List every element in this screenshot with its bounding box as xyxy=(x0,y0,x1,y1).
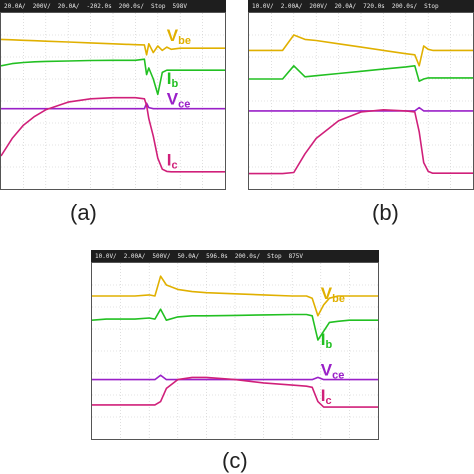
header-item: 20.0A/ xyxy=(334,2,357,10)
trace-label-ib: Ib xyxy=(321,330,333,351)
scope-panel-b: 10.0V/ 2.00A/ 200V/ 20.0A/ 720.0s 200.0s… xyxy=(248,0,474,190)
series-line-ic xyxy=(92,376,378,408)
panel-label-c: (c) xyxy=(222,448,248,473)
panel-label-a: (a) xyxy=(70,200,97,225)
trace-label-ic: Ic xyxy=(167,150,178,171)
scope-panel-a: 20.0A/ 200V/ 20.0A/ -202.0s 200.0s/ Stop… xyxy=(0,0,226,190)
header-item: Stop xyxy=(424,2,439,10)
header-item: 200V/ xyxy=(309,2,328,10)
scope-header-a: 20.0A/ 200V/ 20.0A/ -202.0s 200.0s/ Stop… xyxy=(0,0,226,12)
scope-plot-c: Vbe Ib Vce Ic xyxy=(91,262,379,440)
scope-plot-a: Vbe Ib Vce Ic xyxy=(0,12,226,190)
series-line-ib xyxy=(249,64,473,82)
series-line-ib xyxy=(1,58,225,96)
header-item: 200V/ xyxy=(32,2,51,10)
series-line-vce xyxy=(92,374,378,381)
waveform-svg-b xyxy=(249,13,473,189)
header-item: 2.00A/ xyxy=(280,2,303,10)
trace-label-ib: Ib xyxy=(167,69,179,90)
series-line-vbe xyxy=(249,34,473,67)
trace-label-vbe: Vbe xyxy=(167,26,191,47)
series-line-vbe xyxy=(92,275,378,317)
header-item: 2.00A/ xyxy=(123,252,146,260)
header-item: 200.0s/ xyxy=(391,2,418,10)
scope-panel-c: 10.0V/ 2.00A/ 500V/ 50.0A/ 596.0s 200.0s… xyxy=(91,250,379,440)
series-line-ic xyxy=(1,96,225,173)
header-item: 200.0s/ xyxy=(234,252,261,260)
header-item: 596.0s xyxy=(206,252,228,260)
trace-label-vce: Vce xyxy=(167,90,191,111)
trace-label-vce: Vce xyxy=(321,361,345,382)
header-item: Stop xyxy=(151,2,166,10)
header-item: 20.0A/ xyxy=(57,2,80,10)
series-line-vce xyxy=(1,102,225,110)
header-item: 720.0s xyxy=(363,2,385,10)
scope-plot-b xyxy=(248,12,474,190)
scope-header-c: 10.0V/ 2.00A/ 500V/ 50.0A/ 596.0s 200.0s… xyxy=(91,250,379,262)
trace-label-ic: Ic xyxy=(321,386,332,407)
series-line-vbe xyxy=(1,38,225,56)
series-line-ib xyxy=(92,308,378,341)
header-item: 10.0V/ xyxy=(252,2,274,10)
header-item: 200.0s/ xyxy=(118,2,145,10)
header-item: Stop xyxy=(267,252,282,260)
header-item: 875V xyxy=(288,252,304,260)
panel-label-b: (b) xyxy=(372,200,399,225)
header-item: 10.0V/ xyxy=(95,252,117,260)
header-item: -202.0s xyxy=(86,2,112,10)
scope-header-b: 10.0V/ 2.00A/ 200V/ 20.0A/ 720.0s 200.0s… xyxy=(248,0,474,12)
header-item: 598V xyxy=(172,2,187,10)
series-line-vce xyxy=(249,106,473,112)
series-line-ic xyxy=(249,109,473,175)
header-item: 20.0A/ xyxy=(4,2,26,10)
waveform-svg-c: Vbe Ib Vce Ic xyxy=(92,263,378,439)
header-item: 50.0A/ xyxy=(177,252,200,260)
header-item: 500V/ xyxy=(152,252,171,260)
trace-label-vbe: Vbe xyxy=(321,284,345,305)
